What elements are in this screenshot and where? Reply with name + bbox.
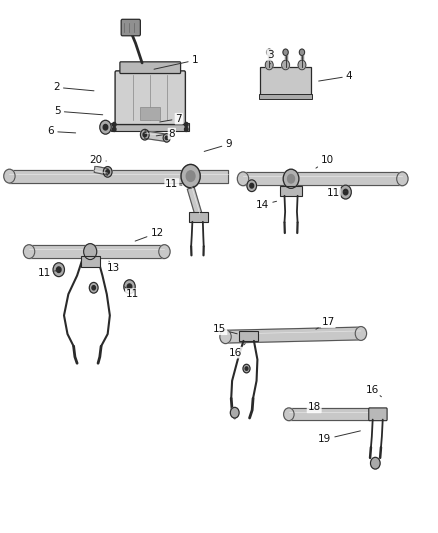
Text: 15: 15 <box>213 324 237 334</box>
Bar <box>81 256 100 266</box>
Circle shape <box>53 263 64 277</box>
Polygon shape <box>289 408 370 420</box>
Circle shape <box>220 330 231 344</box>
Bar <box>140 107 160 120</box>
Text: 19: 19 <box>318 431 360 445</box>
Circle shape <box>159 245 170 259</box>
Circle shape <box>247 180 257 191</box>
FancyBboxPatch shape <box>115 71 185 125</box>
Polygon shape <box>94 166 108 175</box>
Circle shape <box>340 185 351 199</box>
Circle shape <box>288 174 294 183</box>
Circle shape <box>245 367 248 370</box>
Circle shape <box>124 280 135 294</box>
Text: 7: 7 <box>160 114 182 124</box>
Circle shape <box>284 408 294 421</box>
Circle shape <box>243 365 250 373</box>
Circle shape <box>181 165 200 188</box>
Text: 5: 5 <box>54 106 103 116</box>
Polygon shape <box>187 187 202 216</box>
Circle shape <box>113 123 116 127</box>
Circle shape <box>84 244 97 260</box>
Circle shape <box>113 127 116 132</box>
Circle shape <box>57 267 61 272</box>
Text: 1: 1 <box>154 55 198 69</box>
Text: 2: 2 <box>53 82 94 92</box>
Text: 14: 14 <box>256 200 276 210</box>
Circle shape <box>103 166 112 177</box>
Circle shape <box>141 130 149 140</box>
Circle shape <box>165 136 168 140</box>
Text: 17: 17 <box>316 317 335 329</box>
Text: 11: 11 <box>327 188 346 198</box>
Polygon shape <box>145 131 167 142</box>
Circle shape <box>184 123 188 127</box>
Text: 16: 16 <box>229 344 245 358</box>
Circle shape <box>265 60 273 70</box>
Text: 11: 11 <box>165 179 182 189</box>
Text: 13: 13 <box>107 261 120 272</box>
Circle shape <box>127 284 132 289</box>
Polygon shape <box>29 245 164 258</box>
Text: 18: 18 <box>307 402 321 413</box>
FancyBboxPatch shape <box>369 408 387 421</box>
Text: 16: 16 <box>366 385 381 397</box>
Polygon shape <box>226 327 361 343</box>
Circle shape <box>89 282 98 293</box>
Circle shape <box>267 49 272 55</box>
FancyBboxPatch shape <box>120 62 180 74</box>
Text: 20: 20 <box>89 155 106 165</box>
Circle shape <box>250 183 254 188</box>
Circle shape <box>230 407 239 418</box>
Bar <box>259 94 312 99</box>
Text: 4: 4 <box>319 71 353 81</box>
Circle shape <box>298 60 306 70</box>
Circle shape <box>103 124 108 130</box>
Bar <box>261 67 311 96</box>
Text: 12: 12 <box>135 228 164 241</box>
Text: 8: 8 <box>156 128 175 139</box>
Circle shape <box>371 457 380 469</box>
Bar <box>280 186 302 196</box>
Text: 9: 9 <box>204 139 232 151</box>
Circle shape <box>186 171 195 181</box>
Circle shape <box>143 133 147 137</box>
Circle shape <box>283 49 288 55</box>
Circle shape <box>184 127 188 132</box>
Polygon shape <box>184 169 228 182</box>
Circle shape <box>92 286 95 290</box>
Bar <box>111 123 189 131</box>
Text: 11: 11 <box>38 268 59 278</box>
Circle shape <box>299 49 304 55</box>
FancyBboxPatch shape <box>121 19 140 36</box>
Circle shape <box>355 327 367 341</box>
Circle shape <box>343 189 348 195</box>
Circle shape <box>283 169 299 188</box>
Circle shape <box>23 245 35 259</box>
Polygon shape <box>10 169 184 182</box>
Circle shape <box>237 172 249 185</box>
Text: 6: 6 <box>48 126 76 136</box>
Circle shape <box>4 169 15 183</box>
Text: 11: 11 <box>125 287 139 299</box>
Text: 10: 10 <box>316 155 334 168</box>
Bar <box>189 212 208 222</box>
Circle shape <box>397 172 408 185</box>
Bar <box>239 332 258 341</box>
Circle shape <box>282 60 290 70</box>
Polygon shape <box>243 172 403 185</box>
Circle shape <box>100 120 111 134</box>
Circle shape <box>163 134 170 142</box>
Text: 3: 3 <box>267 50 274 64</box>
Circle shape <box>106 169 110 174</box>
